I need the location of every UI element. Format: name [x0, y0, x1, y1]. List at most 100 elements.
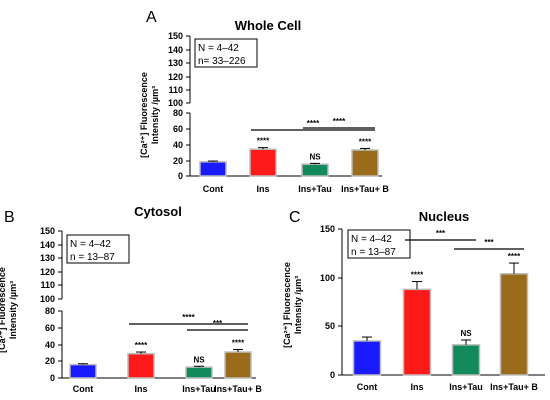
panel-a-bars: Cont **** Ins NS Ins+Tau **** Ins+Tau+ B **** **… — [199, 117, 389, 194]
panel-b-ytick-label-20: 20 — [45, 356, 55, 366]
panel-a-category-2: Ins+Tau — [298, 184, 332, 194]
panel-b-ytick-label-110: 110 — [40, 280, 55, 290]
panel-c-ylabel-line1: [Ca²⁺] Fluorescence — [282, 262, 292, 348]
panel-b-ytick-label-80: 80 — [45, 306, 55, 316]
panel-b-ytick-label-130: 130 — [40, 253, 55, 263]
panel-b-category-3: Ins+Tau+ B — [214, 384, 262, 394]
panel-a-ytick-label-80: 80 — [173, 108, 183, 118]
panel-c-yticks: 0 50 100 150 — [320, 224, 342, 380]
panel-a-bar-1 — [249, 148, 277, 177]
panel-b-bar-annotation-2: NS — [193, 355, 205, 364]
panel-b-ytick-label-100: 100 — [40, 294, 55, 304]
panel-c-bar-2 — [451, 344, 481, 376]
panel-b-ylabel: [Ca²⁺] Fluorescence Intensity /µm³ — [0, 267, 18, 353]
panel-a-ylabel-line1: [Ca²⁺] Fluorescence — [139, 72, 149, 158]
panel-c-ytick-label-0: 0 — [330, 370, 335, 380]
panel-a-bar-annotation-3: **** — [359, 137, 372, 146]
panel-a-axes: 0 20 40 60 80 100 110 120 130 140 — [168, 31, 382, 181]
panel-c-bar-annotation-3: **** — [508, 252, 521, 261]
panel-a-ylabel-line2: Intensity /µm³ — [150, 86, 160, 144]
panel-c-bar-3 — [499, 273, 529, 376]
panel-b-ytick-label-0: 0 — [50, 373, 55, 383]
panel-c-info-n: N = 4–42 — [351, 234, 392, 245]
panel-b-bar-annotation-3: **** — [232, 339, 245, 348]
panel-a-yticks: 0 20 40 60 80 100 110 120 130 140 — [168, 31, 190, 181]
panel-b-bar-0 — [69, 363, 97, 379]
panel-a: A Whole Cell [Ca²⁺] Fluorescence Intensi… — [139, 9, 389, 194]
panel-a-info-cells: n= 33–226 — [198, 56, 246, 67]
panel-b-letter: B — [4, 209, 15, 226]
panel-a-category-3: Ins+Tau+ B — [341, 184, 389, 194]
panel-a-bar-annotation-2: NS — [309, 152, 321, 161]
panel-a-category-0: Cont — [203, 184, 224, 194]
panel-c-category-2: Ins+Tau — [449, 382, 483, 392]
panel-b-ytick-label-60: 60 — [45, 323, 55, 333]
panel-b-ytick-label-140: 140 — [40, 240, 55, 250]
panel-a-ytick-label-110: 110 — [168, 85, 183, 95]
panel-c-info-cells: n = 13–87 — [351, 247, 396, 258]
panel-c-bar-annotation-1: **** — [411, 271, 424, 280]
panel-a-ytick-label-150: 150 — [168, 31, 183, 41]
panel-a-ytick-label-140: 140 — [168, 45, 183, 55]
panel-b-title: Cytosol — [134, 204, 182, 219]
panel-b-ytick-label-40: 40 — [45, 340, 55, 350]
panel-a-ytick-label-20: 20 — [173, 156, 183, 166]
panel-b-info-cells: n = 13–87 — [70, 252, 115, 263]
panel-b-category-0: Cont — [73, 384, 94, 394]
panel-a-ytick-label-130: 130 — [168, 58, 183, 68]
panel-b-ylabel-line1: [Ca²⁺] Fluorescence — [0, 267, 7, 353]
panel-a-bar-0 — [199, 161, 227, 177]
panel-b-bar-3 — [224, 351, 252, 379]
panel-b-info-n: N = 4–42 — [70, 239, 111, 250]
panel-b-comparison-label-0: **** — [182, 313, 195, 322]
panel-a-bar-annotation-1: **** — [257, 137, 270, 146]
panel-b-category-1: Ins — [134, 384, 147, 394]
panel-c-ylabel: [Ca²⁺] Fluorescence Intensity /µm³ — [282, 262, 303, 348]
panel-a-ytick-label-100: 100 — [168, 98, 183, 108]
panel-a-bar-2 — [301, 163, 329, 177]
panel-c-ytick-label-150: 150 — [320, 224, 335, 234]
panel-c-bars: Cont **** Ins NS Ins+Tau **** Ins+Tau+ B *** *** — [352, 229, 538, 392]
panel-a-letter: A — [146, 9, 157, 26]
panel-b-yticks: 0 20 40 60 80 100 110 120 130 140 — [40, 226, 62, 383]
panel-c-bar-annotation-2: NS — [460, 329, 472, 338]
panel-c-ytick-label-100: 100 — [320, 273, 335, 283]
panel-b-info-box — [66, 234, 130, 264]
panel-a-category-1: Ins — [256, 184, 269, 194]
panel-c-ylabel-line2: Intensity /µm³ — [293, 276, 303, 334]
panel-b-category-2: Ins+Tau — [182, 384, 216, 394]
panel-c-category-3: Ins+Tau+ B — [490, 382, 538, 392]
panel-b-comparison-label-1: *** — [213, 319, 223, 328]
panel-a-ylabel: [Ca²⁺] Fluorescence Intensity /µm³ — [139, 72, 160, 158]
panel-c-info-box — [347, 229, 411, 259]
panel-a-ytick-label-60: 60 — [173, 124, 183, 134]
panel-a-info-box — [194, 38, 258, 68]
panel-a-ytick-label-0: 0 — [178, 171, 183, 181]
panel-b: B Cytosol [Ca²⁺] Fluorescence Intensity … — [0, 204, 262, 394]
panel-c-category-1: Ins — [410, 382, 423, 392]
panel-a-bar-3 — [351, 149, 379, 177]
panel-b-ytick-label-150: 150 — [40, 226, 55, 236]
panel-a-comparison-label-0: **** — [307, 119, 320, 128]
panel-b-ytick-label-120: 120 — [40, 267, 55, 277]
panel-b-bar-1 — [127, 352, 155, 379]
panel-c-ytick-label-50: 50 — [325, 321, 335, 331]
panel-c-letter: C — [289, 209, 301, 226]
panel-a-comparison-label-1: **** — [333, 117, 346, 126]
panel-c-title: Nucleus — [419, 209, 470, 224]
panel-b-ylabel-line2: Intensity /µm³ — [8, 281, 18, 339]
panel-a-title: Whole Cell — [235, 18, 301, 33]
panel-a-ytick-label-40: 40 — [173, 140, 183, 150]
panel-b-bar-2 — [185, 366, 213, 379]
panel-c-comparison-label-1: *** — [484, 238, 494, 247]
panel-a-ytick-label-120: 120 — [168, 72, 183, 82]
panel-c-bar-1 — [402, 288, 432, 376]
panel-c-bar-0 — [352, 340, 382, 376]
panel-a-info-n: N = 4–42 — [198, 43, 239, 54]
panel-c-comparison-label-0: *** — [436, 229, 446, 238]
panel-c-category-0: Cont — [357, 382, 378, 392]
panel-b-bar-annotation-1: **** — [135, 341, 148, 350]
panel-b-axes: 0 20 40 60 80 100 110 120 130 140 — [40, 226, 256, 383]
